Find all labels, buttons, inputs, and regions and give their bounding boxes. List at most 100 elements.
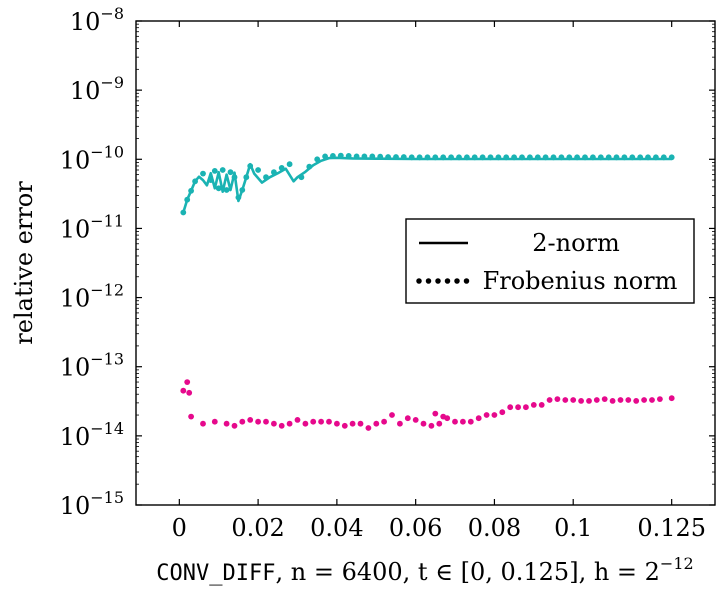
x-tick-label: 0.1 [554, 514, 592, 542]
legend-box [405, 218, 695, 304]
series-2-point [412, 417, 419, 423]
series-2-point [475, 415, 482, 422]
series-2-point [186, 389, 193, 396]
legend: 2-norm Frobenius norm [405, 218, 695, 304]
series-2-point [668, 395, 675, 402]
series-2-point [546, 397, 553, 403]
series-2-point [271, 420, 277, 427]
series-layer [180, 152, 675, 431]
series-1-point [188, 187, 195, 194]
series-1-point [263, 174, 269, 181]
series-2-point [211, 418, 218, 425]
series-1-point [566, 154, 573, 161]
series-1-point [215, 185, 222, 192]
series-1-point [629, 154, 636, 161]
series-2-point [310, 418, 317, 425]
series-1-point [330, 153, 336, 159]
series-1-point [184, 196, 191, 203]
series-1-point [223, 187, 230, 193]
series-2-point [452, 418, 458, 425]
series-1-point [527, 154, 533, 161]
series-2-point [609, 398, 616, 404]
series-1-point [495, 154, 502, 161]
series-2-point [223, 420, 230, 427]
series-1-point [255, 167, 261, 173]
series-2-point [507, 404, 514, 411]
series-2-point [617, 397, 624, 403]
x-tick-label: 0.125 [637, 514, 706, 542]
series-1-point [511, 154, 517, 161]
series-2-point [641, 397, 647, 403]
series-1-point [637, 154, 644, 161]
y-axis-label: relative error [10, 181, 38, 345]
series-2-point [491, 412, 498, 418]
series-1-point [653, 154, 659, 161]
series-1-point [322, 153, 328, 160]
series-1-point [385, 154, 391, 160]
series-1-point [369, 153, 376, 160]
series-2-point [499, 409, 506, 416]
y-tick-label: 10−9 [70, 73, 124, 105]
series-2-point [341, 422, 348, 429]
series-2-point [538, 402, 545, 408]
series-2-point [432, 410, 439, 417]
series-1-point [192, 178, 199, 185]
series-1-point [597, 154, 604, 161]
y-tick-label: 10−14 [60, 419, 124, 451]
y-tick-label: 10−11 [60, 211, 124, 243]
x-tick-label: 0.02 [231, 514, 284, 542]
series-2-point [188, 413, 195, 420]
series-2-point [467, 418, 474, 425]
series-2-point [294, 417, 301, 423]
series-1-point [314, 156, 321, 163]
x-tick-label: 0.06 [389, 514, 442, 542]
series-2-point [578, 398, 584, 404]
series-1-point [605, 154, 612, 161]
series-2-point [428, 422, 435, 429]
series-1-point [534, 154, 541, 161]
series-2-point [278, 422, 285, 429]
series-1-point [286, 161, 293, 168]
x-tick-label: 0 [172, 514, 187, 542]
series-2-point [515, 404, 521, 411]
series-2-point [483, 412, 490, 418]
series-1-point [227, 169, 234, 176]
series-2-point [200, 420, 206, 427]
series-2-point [255, 418, 261, 425]
series-2-point [562, 397, 569, 403]
series-2-point [436, 420, 443, 427]
series-2-point [349, 420, 356, 427]
series-1-point [582, 154, 588, 161]
plot-frame [135, 20, 716, 506]
x-axis-label: CONV_DIFF, n = 6400, t ∈ [0, 0.125], h =… [156, 554, 693, 586]
series-2-point [373, 420, 380, 427]
series-2-point [586, 398, 592, 404]
series-2-point [657, 396, 663, 402]
series-1-point [448, 154, 454, 161]
series-2-point [184, 379, 191, 385]
series-2-point [302, 420, 309, 427]
series-1-point [306, 163, 313, 170]
series-1-point [345, 153, 352, 159]
series-1-point [271, 169, 277, 176]
series-2-point [263, 418, 269, 425]
series-2-point [326, 418, 332, 425]
series-1-point [416, 154, 423, 161]
series-2-point [334, 420, 340, 427]
series-1-point [542, 154, 549, 161]
series-2-point [286, 420, 293, 427]
series-1-point [645, 154, 651, 161]
x-axis-label-exponent: −12 [660, 554, 694, 573]
x-tick-label: 0.08 [468, 514, 521, 542]
series-1-point [408, 154, 415, 161]
series-1-point [278, 165, 285, 171]
series-2-point [523, 404, 529, 411]
series-1-point [247, 163, 254, 169]
series-2-point [231, 422, 238, 429]
series-1-point [432, 154, 439, 161]
legend-label-2-norm: 2-norm [532, 229, 620, 257]
series-2-point [381, 418, 387, 425]
series-1-point [558, 154, 565, 161]
series-1-point [243, 174, 250, 181]
series-2-point [420, 420, 427, 427]
